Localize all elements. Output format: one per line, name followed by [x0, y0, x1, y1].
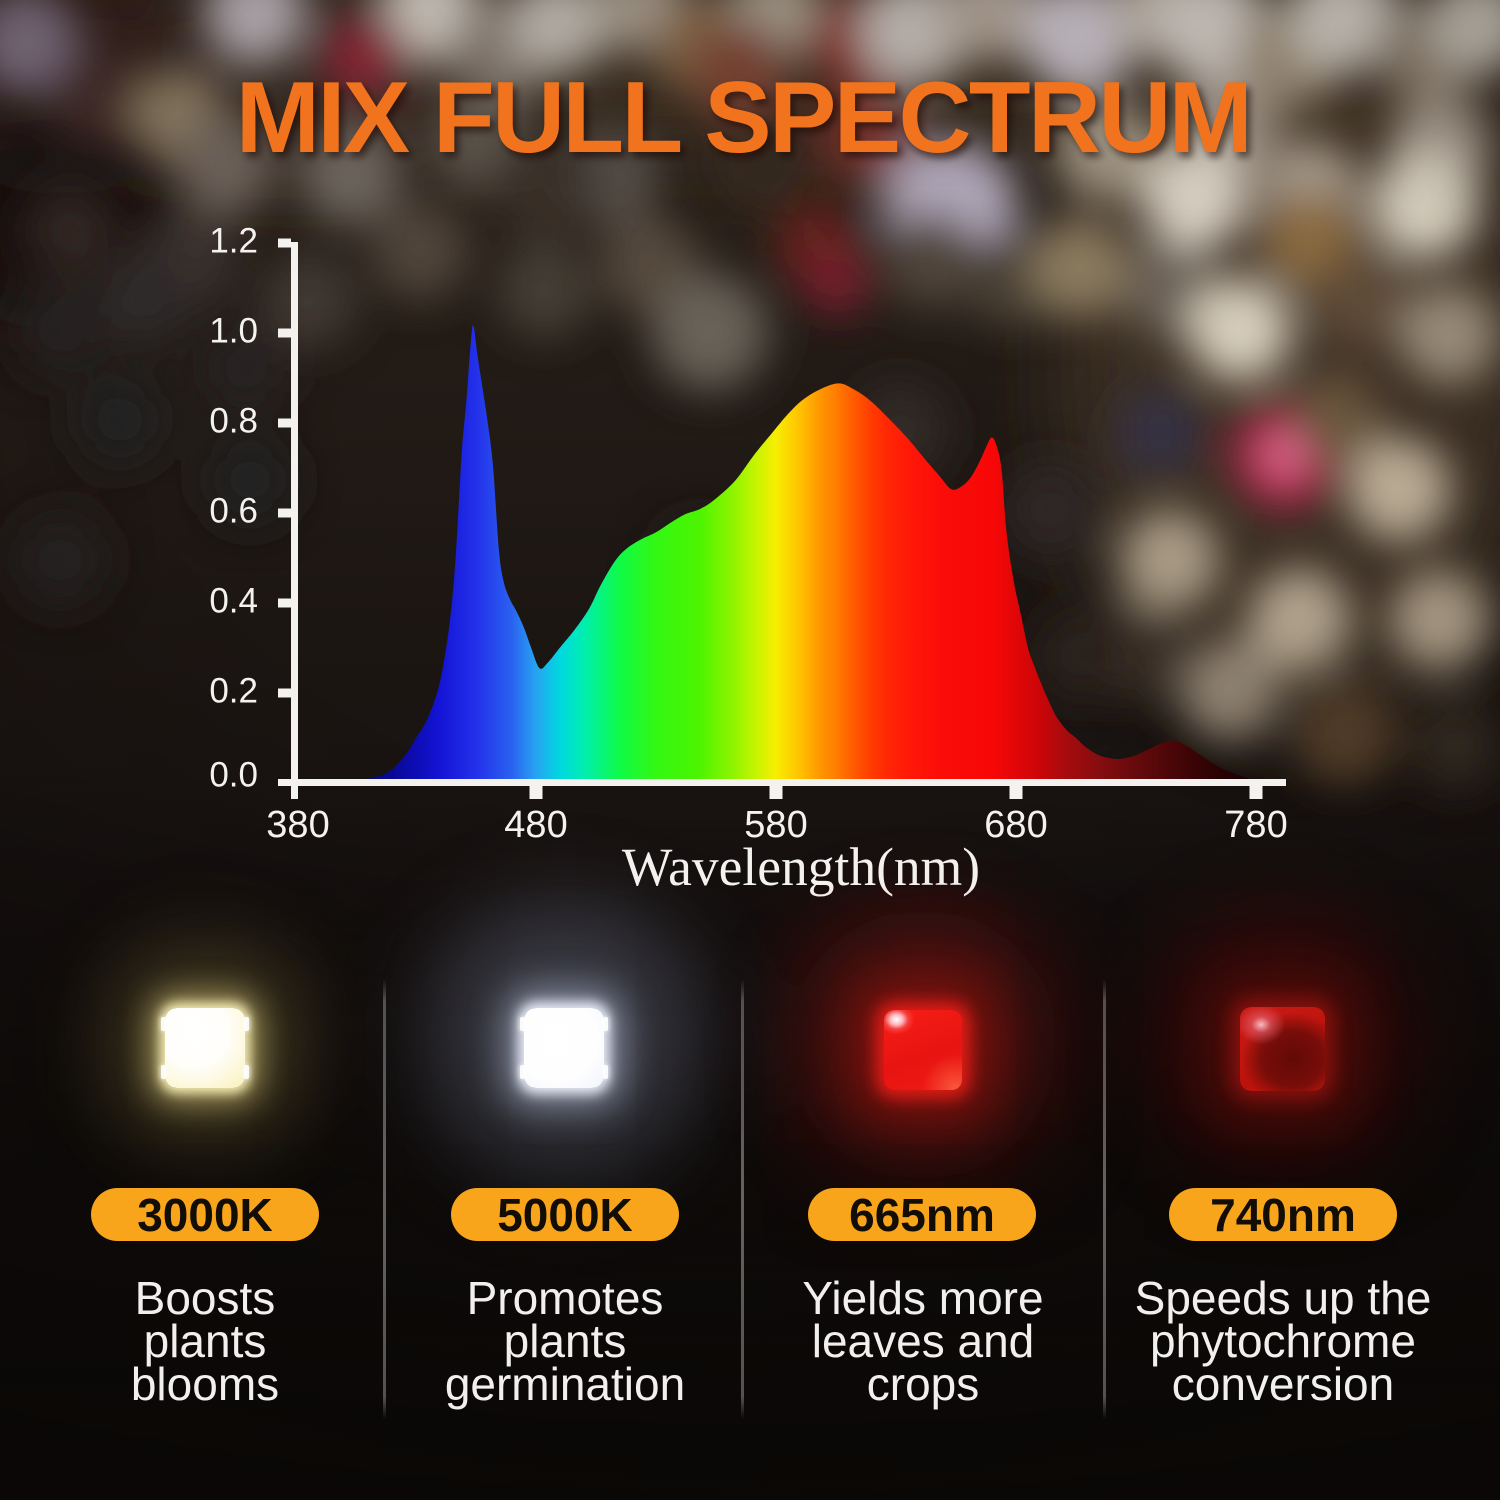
svg-text:Wavelength(nm): Wavelength(nm)	[622, 837, 980, 897]
svg-text:0.8: 0.8	[209, 402, 258, 441]
svg-text:0.2: 0.2	[209, 672, 258, 711]
svg-text:380: 380	[266, 804, 329, 846]
svg-text:1.0: 1.0	[209, 312, 258, 351]
svg-text:1.2: 1.2	[209, 222, 258, 261]
svg-text:0.6: 0.6	[209, 492, 258, 531]
svg-text:580: 580	[744, 804, 807, 846]
svg-text:480: 480	[504, 804, 567, 846]
svg-text:680: 680	[984, 804, 1047, 846]
svg-text:0.4: 0.4	[209, 582, 258, 621]
svg-text:0.0: 0.0	[209, 756, 258, 795]
svg-text:780: 780	[1224, 804, 1287, 846]
